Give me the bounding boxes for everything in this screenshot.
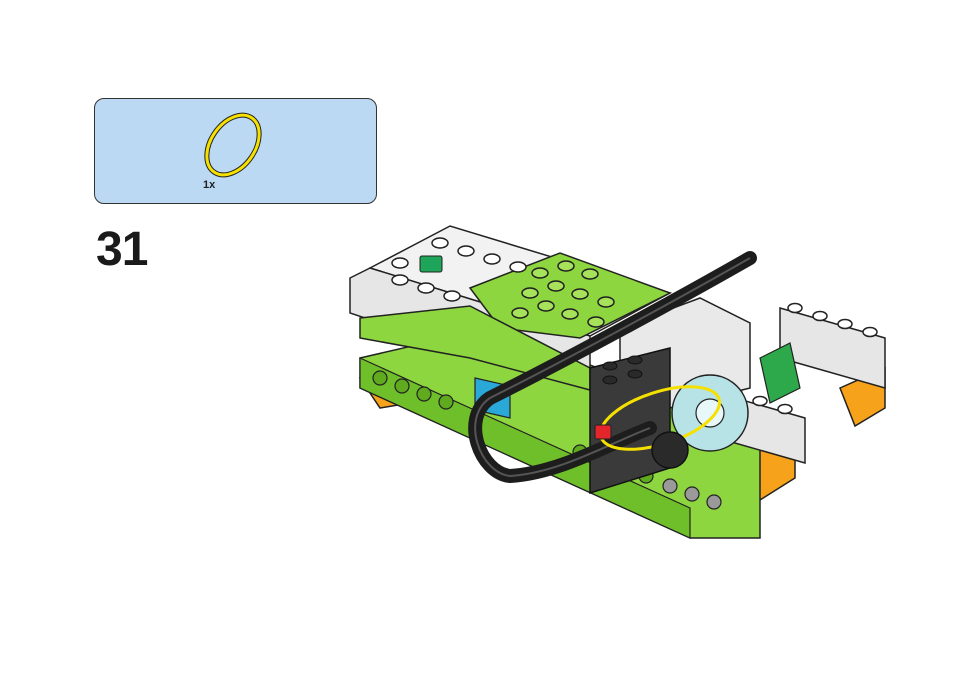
part-quantity: 1x	[203, 179, 216, 191]
dark-studs	[602, 355, 643, 385]
dark-grey-frame	[589, 347, 671, 495]
lime-studs	[511, 260, 615, 328]
green-axle	[759, 342, 801, 404]
parts-callout: 1x	[94, 98, 377, 204]
hub-green-button	[419, 255, 443, 273]
step-number: 31	[96, 223, 148, 276]
front-holes	[662, 478, 722, 510]
yellow-belt-icon	[204, 112, 262, 178]
red-pin	[594, 424, 612, 440]
model-illustration	[349, 225, 886, 539]
white-studs	[391, 237, 527, 302]
dark-gear	[651, 431, 689, 469]
